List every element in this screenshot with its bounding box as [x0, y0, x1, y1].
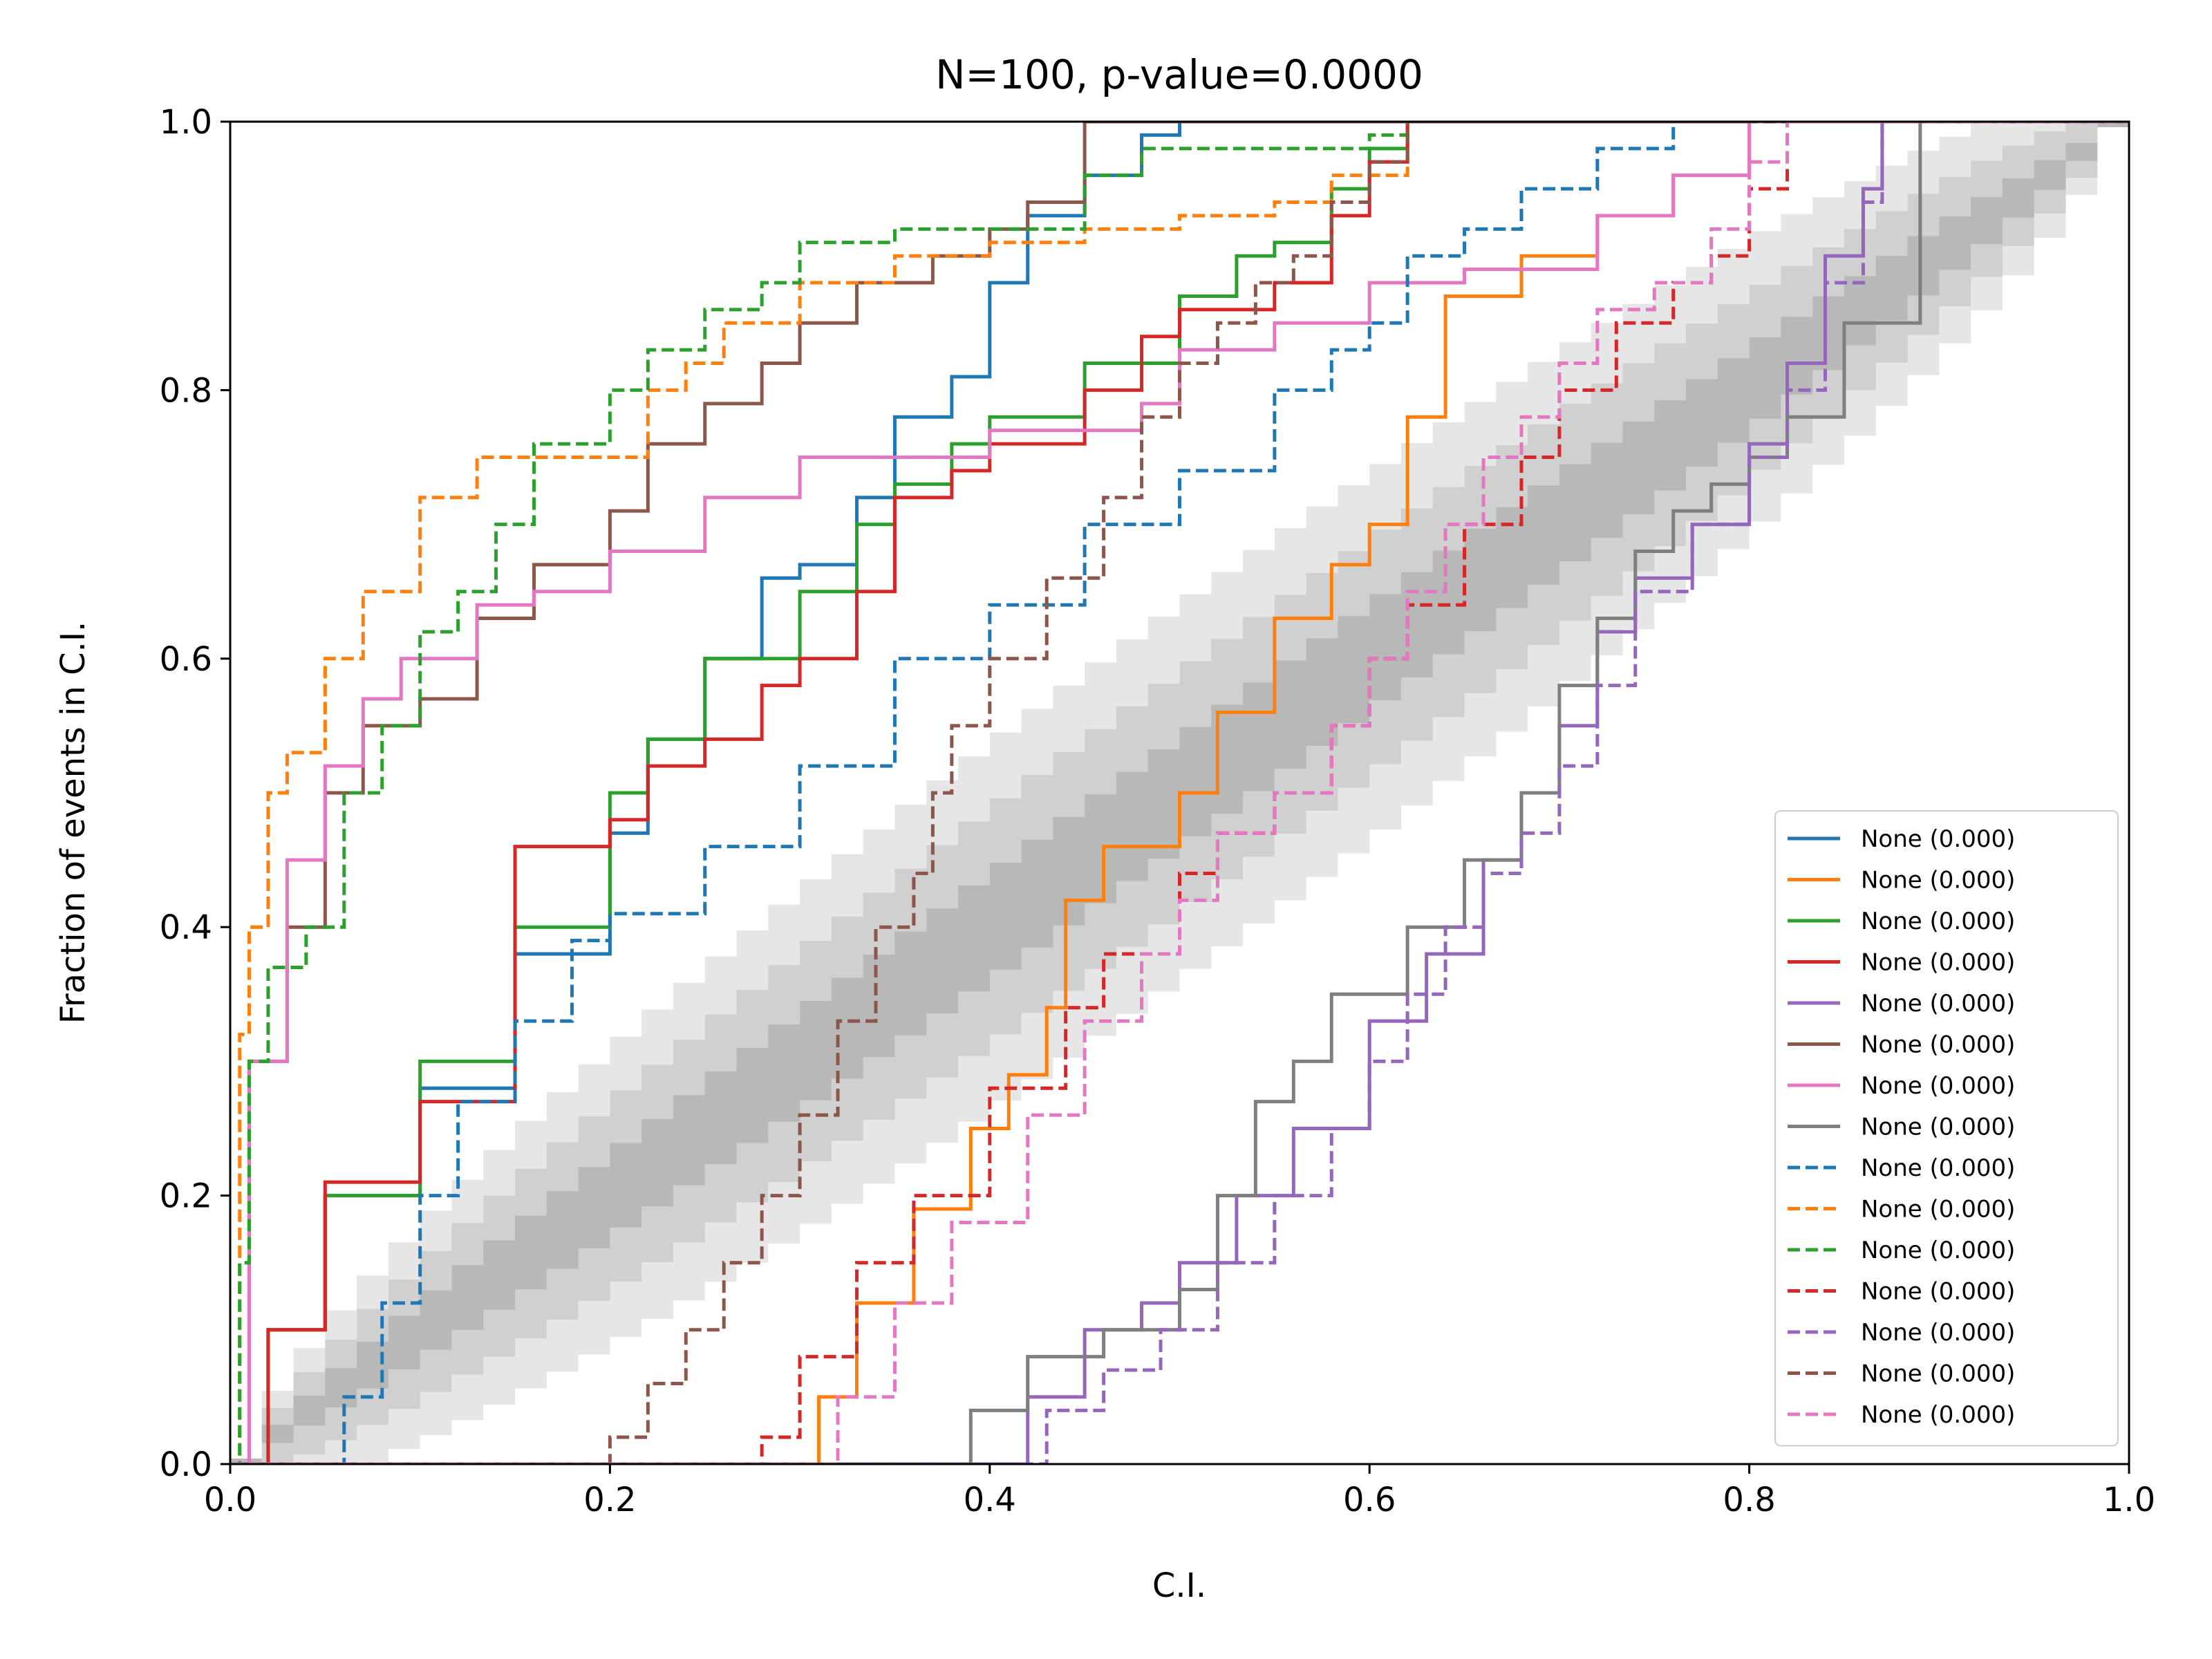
series-line-14: [230, 122, 2129, 1464]
legend-label: None (0.000): [1861, 1114, 2015, 1141]
series-line-10: [230, 122, 2129, 1464]
legend-item: None (0.000): [1788, 867, 2015, 894]
legend-label: None (0.000): [1861, 1196, 2015, 1224]
x-tick-label: 0.2: [583, 1481, 636, 1519]
legend-item: None (0.000): [1788, 1154, 2015, 1182]
y-tick-label: 1.0: [160, 103, 212, 142]
legend-item: None (0.000): [1788, 949, 2015, 977]
legend-item: None (0.000): [1788, 1031, 2015, 1059]
plot-frame: [229, 120, 2130, 1465]
series-lines: [230, 122, 2129, 1464]
legend-label: None (0.000): [1861, 825, 2015, 853]
legend-label: None (0.000): [1861, 1319, 2015, 1347]
legend-item: None (0.000): [1788, 1401, 2015, 1429]
legend-item: None (0.000): [1788, 1278, 2015, 1306]
y-axis-label: Fraction of events in C.I.: [54, 621, 93, 1024]
legend-item: None (0.000): [1788, 990, 2015, 1018]
series-line-13: [230, 122, 2129, 1464]
legend-item: None (0.000): [1788, 908, 2015, 935]
legend-label: None (0.000): [1861, 908, 2015, 935]
legend-label: None (0.000): [1861, 1278, 2015, 1306]
legend-label: None (0.000): [1861, 1360, 2015, 1388]
legend-item: None (0.000): [1788, 1319, 2015, 1347]
legend-item: None (0.000): [1788, 1114, 2015, 1141]
x-tick-label: 0.0: [204, 1481, 256, 1519]
legend-label: None (0.000): [1861, 1031, 2015, 1059]
series-line-15: [230, 122, 2129, 1464]
y-tick-label: 0.8: [160, 371, 212, 410]
series-line-7: [230, 122, 2129, 1464]
legend-item: None (0.000): [1788, 825, 2015, 853]
y-tick-label: 0.2: [160, 1177, 212, 1216]
legend-item: None (0.000): [1788, 1196, 2015, 1224]
y-axis-ticks: 0.0 0.2 0.4 0.6 0.8 1.0: [160, 103, 230, 1484]
legend-label: None (0.000): [1861, 1237, 2015, 1264]
legend-label: None (0.000): [1861, 949, 2015, 977]
x-tick-label: 1.0: [2103, 1481, 2155, 1519]
legend-item: None (0.000): [1788, 1360, 2015, 1388]
y-tick-label: 0.6: [160, 640, 212, 679]
x-tick-label: 0.6: [1343, 1481, 1396, 1519]
x-tick-label: 0.4: [964, 1481, 1016, 1519]
y-tick-label: 0.4: [160, 908, 212, 947]
x-axis-ticks: 0.0 0.2 0.4 0.6 0.8 1.0: [204, 1464, 2155, 1519]
legend-item: None (0.000): [1788, 1072, 2015, 1100]
y-tick-label: 0.0: [160, 1445, 212, 1484]
legend-item: None (0.000): [1788, 1237, 2015, 1264]
legend-label: None (0.000): [1861, 1154, 2015, 1182]
series-line-11: [230, 122, 2129, 1464]
x-tick-label: 0.8: [1723, 1481, 1775, 1519]
chart-title: N=100, p-value=0.0000: [935, 51, 1423, 98]
x-axis-label: C.I.: [1152, 1566, 1206, 1605]
legend-label: None (0.000): [1861, 990, 2015, 1018]
legend-label: None (0.000): [1861, 867, 2015, 894]
legend-label: None (0.000): [1861, 1401, 2015, 1429]
legend: None (0.000) None (0.000) None (0.000) None…: [1774, 810, 2119, 1447]
legend-label: None (0.000): [1861, 1072, 2015, 1100]
legend-box: [1774, 810, 2119, 1447]
